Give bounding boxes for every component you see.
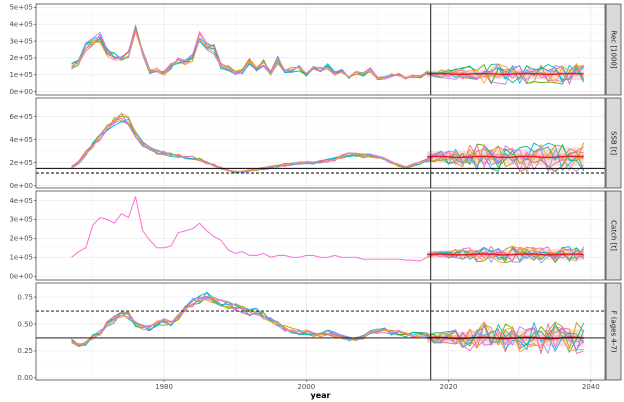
panel-1: 0e+00 1e+05 2e+05 3e+05 4e+05 5e+05 Rec [1000]: [9, 3, 622, 96]
panel-2: 0e+00 2e+05 4e+05 6e+05 SSB [t]: [9, 97, 622, 190]
series-line: [71, 31, 585, 85]
y-tick-label: 3e+05: [9, 216, 33, 224]
series-lines: [71, 196, 585, 264]
series-line: [71, 120, 584, 174]
median-line: [427, 155, 584, 159]
series-line: [71, 196, 584, 262]
x-tick-label: 2000: [297, 383, 315, 391]
panel-4: 0.00 0.25 0.50 0.75 F (ages 4-7): [17, 282, 622, 382]
series-line: [71, 31, 585, 85]
y-tick-label: 0e+00: [9, 182, 33, 190]
x-tick-label: 2040: [582, 383, 600, 391]
y-tick-label: 0.75: [17, 293, 33, 301]
panel-border: [35, 282, 606, 381]
y-tick-label: 0.00: [17, 374, 33, 382]
panel-border: [35, 3, 606, 96]
y-tick-label: 0e+00: [9, 273, 33, 281]
y-tick-label: 5e+05: [9, 4, 33, 12]
y-tick-label: 0.25: [17, 347, 33, 355]
series-line: [71, 295, 585, 355]
y-tick-label: 2e+05: [9, 235, 33, 243]
y-tick-label: 2e+05: [9, 159, 33, 167]
strip-label: F (ages 4-7): [610, 310, 618, 352]
y-tick-label: 4e+05: [9, 21, 33, 29]
x-tick-label: 1980: [155, 383, 173, 391]
panel-border: [35, 97, 606, 189]
series-line: [426, 246, 585, 262]
series-line: [71, 28, 584, 83]
median-line: [427, 253, 584, 256]
panel-background: [36, 191, 605, 280]
x-axis-title: year: [311, 391, 331, 400]
panel-3: 0e+00 1e+05 2e+05 3e+05 4e+05 Catch [t]: [9, 190, 622, 281]
series-lines: [71, 291, 585, 355]
panel-border: [35, 190, 606, 281]
y-tick-label: 4e+05: [9, 136, 33, 144]
x-tick-label: 2020: [440, 383, 458, 391]
y-tick-label: 4e+05: [9, 197, 33, 205]
y-tick-label: 0e+00: [9, 88, 33, 96]
series-line: [71, 297, 584, 353]
strip-box: [605, 3, 622, 96]
panel-background: [36, 98, 605, 188]
strip-box: [605, 190, 622, 281]
series-lines: [71, 112, 585, 174]
x-axis: 1980 2000 2020 2040 year: [155, 380, 600, 400]
series-lines: [71, 24, 585, 85]
strip-box: [605, 282, 622, 381]
y-tick-label: 6e+05: [9, 113, 33, 121]
strip-label: SSB [t]: [610, 131, 618, 155]
y-tick-label: 1e+05: [9, 254, 33, 262]
strip-label: Catch [t]: [610, 220, 618, 251]
y-tick-label: 3e+05: [9, 37, 33, 45]
series-line: [426, 245, 585, 264]
series-line: [71, 112, 584, 173]
strip-label: Rec [1000]: [610, 30, 618, 68]
y-tick-label: 1e+05: [9, 71, 33, 79]
series-line: [71, 112, 585, 172]
strip-box: [605, 97, 622, 189]
y-tick-label: 2e+05: [9, 54, 33, 62]
y-tick-label: 0.50: [17, 320, 33, 328]
median-line: [427, 72, 584, 75]
